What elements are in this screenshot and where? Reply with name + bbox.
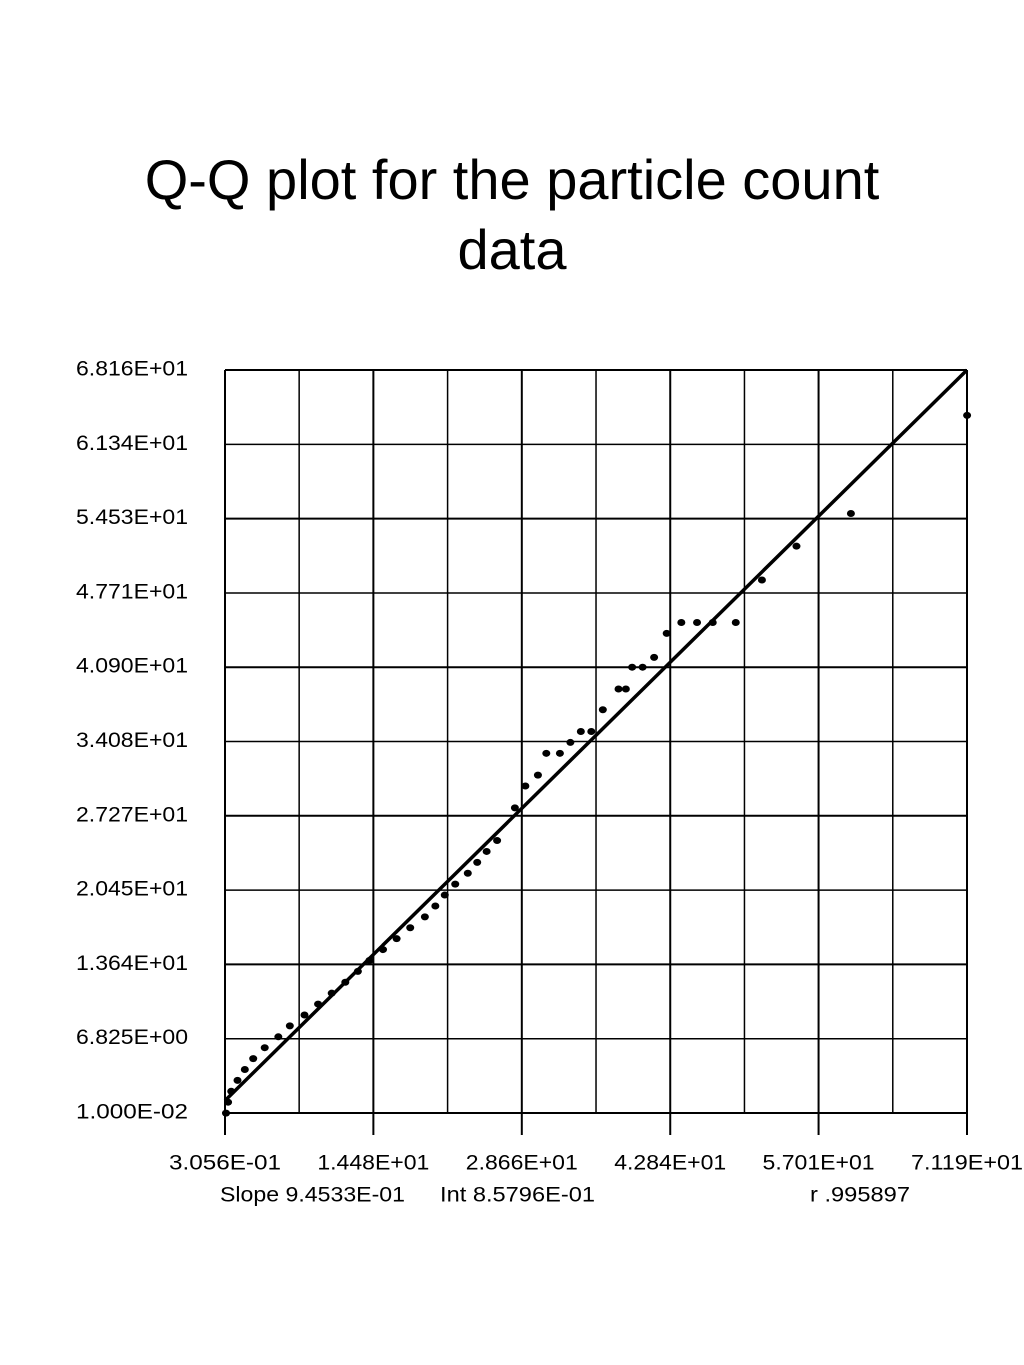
- point: [285, 1022, 294, 1030]
- point: [249, 1055, 258, 1063]
- x-tick-label: 5.701E+01: [763, 1152, 875, 1175]
- y-tick-label: 4.090E+01: [76, 655, 188, 678]
- point: [614, 685, 623, 693]
- point: [792, 542, 801, 550]
- y-tick-label: 6.816E+01: [76, 358, 188, 381]
- y-tick-label: 6.825E+00: [76, 1026, 188, 1049]
- y-tick-label: 4.771E+01: [76, 581, 188, 604]
- point: [708, 619, 717, 627]
- point: [327, 989, 336, 997]
- point: [420, 913, 429, 921]
- point: [587, 728, 596, 736]
- point: [731, 619, 740, 627]
- y-tick-label: 1.364E+01: [76, 952, 188, 975]
- point: [379, 946, 388, 954]
- point: [621, 685, 630, 693]
- point: [482, 847, 491, 855]
- point: [353, 967, 362, 975]
- point: [598, 706, 607, 714]
- y-tick-label: 2.045E+01: [76, 878, 188, 901]
- point: [493, 837, 502, 845]
- x-tick-label: 2.866E+01: [466, 1152, 578, 1175]
- point: [521, 782, 530, 790]
- point: [846, 509, 855, 517]
- point: [224, 1098, 233, 1106]
- point: [314, 1000, 323, 1008]
- point: [260, 1044, 269, 1052]
- annotation: r .995897: [810, 1184, 910, 1207]
- point: [628, 663, 637, 671]
- point: [365, 956, 374, 964]
- point: [757, 576, 766, 584]
- point: [341, 978, 350, 986]
- point: [566, 738, 575, 746]
- point: [463, 869, 472, 877]
- fit-line: [223, 368, 969, 1102]
- point: [576, 728, 585, 736]
- point: [227, 1087, 236, 1095]
- point: [650, 653, 659, 661]
- point: [542, 749, 551, 757]
- y-tick-label: 6.134E+01: [76, 432, 188, 455]
- annotation: Int 8.5796E-01: [440, 1184, 595, 1207]
- point: [533, 771, 542, 779]
- point: [240, 1065, 249, 1073]
- point: [662, 629, 671, 637]
- y-tick-label: 5.453E+01: [76, 506, 188, 529]
- x-tick-label: 1.448E+01: [317, 1152, 429, 1175]
- point: [300, 1011, 309, 1019]
- point: [638, 663, 647, 671]
- point: [440, 891, 449, 899]
- point: [677, 619, 686, 627]
- point: [392, 935, 401, 943]
- point: [233, 1076, 242, 1084]
- point: [693, 619, 702, 627]
- point: [510, 804, 519, 812]
- x-tick-label: 7.119E+01: [911, 1152, 1023, 1175]
- y-tick-label: 1.000E-02: [76, 1101, 188, 1124]
- annotation: Slope 9.4533E-01: [220, 1184, 405, 1207]
- point: [555, 749, 564, 757]
- y-tick-label: 3.408E+01: [76, 729, 188, 752]
- point: [406, 924, 415, 932]
- point: [274, 1033, 283, 1041]
- y-tick-label: 2.727E+01: [76, 803, 188, 826]
- point: [963, 411, 972, 419]
- x-tick-label: 4.284E+01: [614, 1152, 726, 1175]
- x-tick-label: 3.056E-01: [169, 1152, 281, 1175]
- point: [451, 880, 460, 888]
- chart-title: Q-Q plot for the particle count data: [144, 148, 880, 281]
- point: [473, 858, 482, 866]
- point: [431, 902, 440, 910]
- point: [221, 1109, 230, 1117]
